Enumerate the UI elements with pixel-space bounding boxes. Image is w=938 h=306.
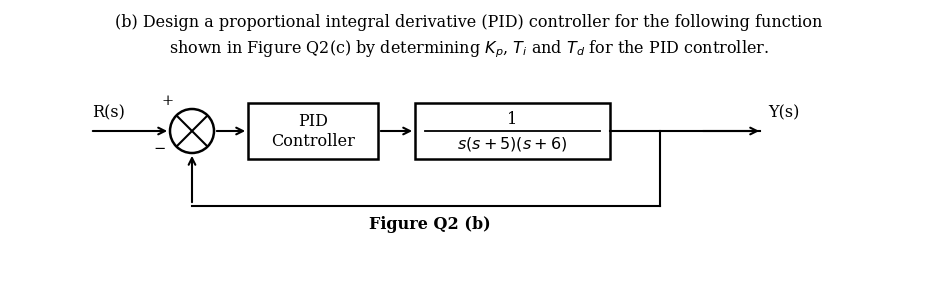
Text: shown in Figure Q2(c) by determining $K_p$, $T_i$ and $T_d$ for the PID controll: shown in Figure Q2(c) by determining $K_… (169, 38, 769, 60)
Bar (415, 103, 610, 159)
Text: 1: 1 (507, 111, 518, 129)
Circle shape (170, 109, 214, 153)
Text: (b) Design a proportional integral derivative (PID) controller for the following: (b) Design a proportional integral deriv… (115, 14, 823, 31)
Text: Y(s): Y(s) (768, 104, 799, 121)
Text: R(s): R(s) (92, 104, 125, 121)
Text: +: + (162, 94, 174, 108)
Text: Figure Q2 (b): Figure Q2 (b) (370, 216, 491, 233)
Bar (248, 103, 378, 159)
Text: $s(s+5)(s+6)$: $s(s+5)(s+6)$ (458, 135, 567, 153)
Text: −: − (154, 142, 166, 156)
Text: PID: PID (298, 114, 328, 130)
Text: Controller: Controller (271, 132, 355, 150)
